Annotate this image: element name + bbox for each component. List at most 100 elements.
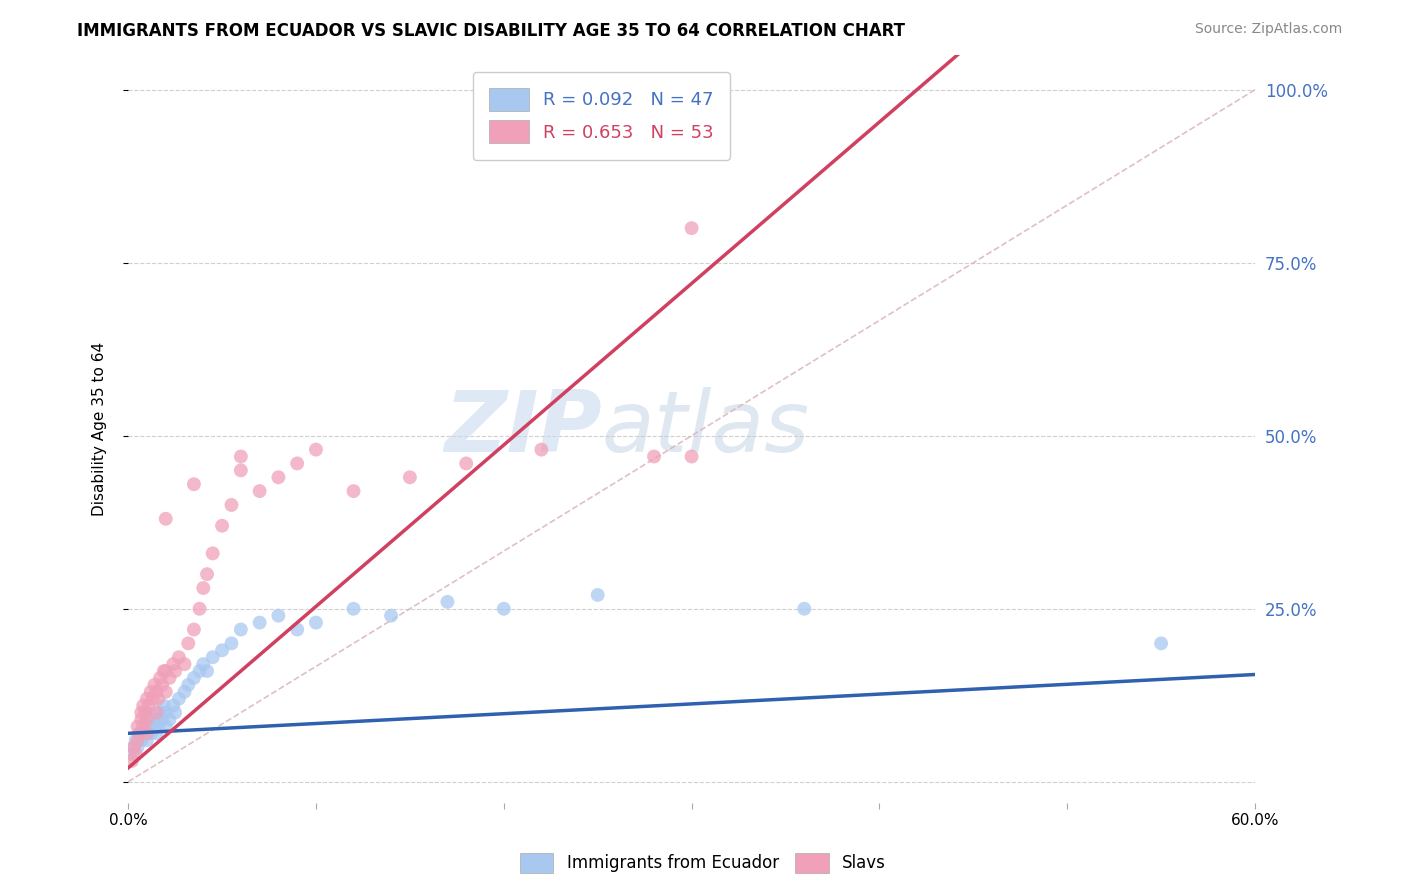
Point <box>201 546 224 560</box>
Point <box>148 691 170 706</box>
Point <box>586 588 609 602</box>
Point <box>159 671 181 685</box>
Point <box>167 691 190 706</box>
Point <box>193 581 215 595</box>
Point <box>128 726 150 740</box>
Legend: R = 0.092   N = 47, R = 0.653   N = 53: R = 0.092 N = 47, R = 0.653 N = 53 <box>472 71 730 160</box>
Point <box>436 595 458 609</box>
Point <box>183 671 205 685</box>
Point <box>267 608 290 623</box>
Point <box>136 713 159 727</box>
Point <box>128 726 150 740</box>
Point <box>136 706 159 720</box>
Point <box>148 719 170 733</box>
Point <box>162 698 184 713</box>
Point <box>165 664 187 678</box>
Point <box>195 664 218 678</box>
Point <box>149 671 172 685</box>
Point <box>229 463 252 477</box>
Point <box>143 719 166 733</box>
Point <box>145 685 167 699</box>
Point <box>127 740 149 755</box>
Point <box>127 733 149 747</box>
Point <box>121 747 143 761</box>
Point <box>305 442 328 457</box>
Point <box>793 601 815 615</box>
Y-axis label: Disability Age 35 to 64: Disability Age 35 to 64 <box>93 342 107 516</box>
Point <box>131 733 153 747</box>
Point <box>188 601 211 615</box>
Point <box>211 518 233 533</box>
Point <box>177 636 200 650</box>
Point <box>150 678 173 692</box>
Point <box>145 726 167 740</box>
Point <box>127 719 149 733</box>
Point <box>681 450 703 464</box>
Point <box>342 601 364 615</box>
Point <box>201 650 224 665</box>
Point <box>399 470 422 484</box>
Point <box>177 678 200 692</box>
Point <box>183 623 205 637</box>
Point <box>124 733 146 747</box>
Point <box>122 740 145 755</box>
Point <box>149 706 172 720</box>
Point <box>136 726 159 740</box>
Point <box>159 713 181 727</box>
Point <box>229 450 252 464</box>
Text: IMMIGRANTS FROM ECUADOR VS SLAVIC DISABILITY AGE 35 TO 64 CORRELATION CHART: IMMIGRANTS FROM ECUADOR VS SLAVIC DISABI… <box>77 22 905 40</box>
Point <box>456 457 478 471</box>
Point <box>143 678 166 692</box>
Point <box>211 643 233 657</box>
Point <box>132 698 155 713</box>
Point <box>165 706 187 720</box>
Point <box>136 733 159 747</box>
Point <box>134 719 156 733</box>
Point <box>267 470 290 484</box>
Text: atlas: atlas <box>602 387 810 470</box>
Point <box>131 706 153 720</box>
Point <box>136 719 159 733</box>
Point <box>155 719 177 733</box>
Legend: Immigrants from Ecuador, Slavs: Immigrants from Ecuador, Slavs <box>513 847 893 880</box>
Point <box>285 457 308 471</box>
Point <box>183 477 205 491</box>
Text: Source: ZipAtlas.com: Source: ZipAtlas.com <box>1195 22 1343 37</box>
Point <box>167 650 190 665</box>
Point <box>229 623 252 637</box>
Point <box>1150 636 1173 650</box>
Point <box>249 615 271 630</box>
Point <box>145 713 167 727</box>
Point <box>121 754 143 768</box>
Point <box>643 450 665 464</box>
Point <box>142 691 165 706</box>
Point <box>173 657 195 672</box>
Point <box>681 221 703 235</box>
Point <box>155 685 177 699</box>
Point <box>249 484 271 499</box>
Text: ZIP: ZIP <box>444 387 602 470</box>
Point <box>342 484 364 499</box>
Point <box>145 706 167 720</box>
Point <box>162 657 184 672</box>
Point <box>139 685 162 699</box>
Point <box>134 706 156 720</box>
Point <box>131 713 153 727</box>
Point <box>132 719 155 733</box>
Point <box>142 713 165 727</box>
Point <box>221 636 243 650</box>
Point <box>380 608 402 623</box>
Point <box>136 691 159 706</box>
Point <box>132 726 155 740</box>
Point <box>124 747 146 761</box>
Point <box>195 567 218 582</box>
Point <box>173 685 195 699</box>
Point <box>153 664 176 678</box>
Point <box>285 623 308 637</box>
Point <box>492 601 515 615</box>
Point <box>188 664 211 678</box>
Point <box>155 664 177 678</box>
Point <box>530 442 553 457</box>
Point <box>150 713 173 727</box>
Point <box>193 657 215 672</box>
